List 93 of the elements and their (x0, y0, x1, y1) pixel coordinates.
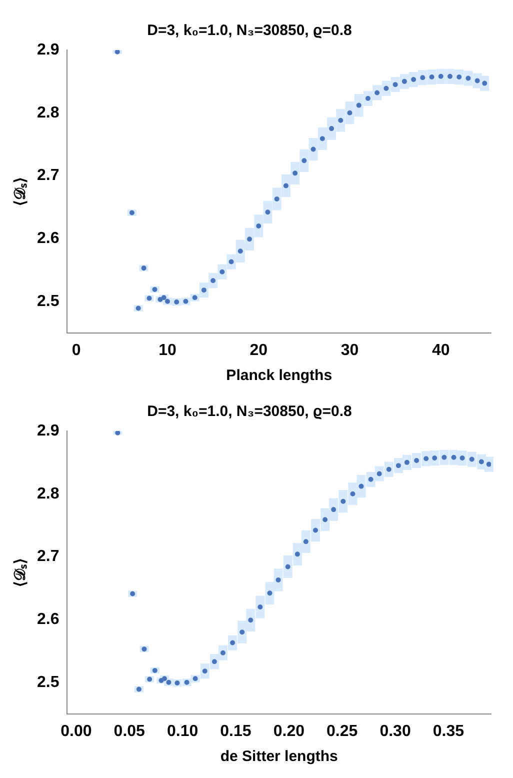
y-tick-label: 2.7 (36, 167, 60, 184)
x-tick-label: 30 (340, 342, 359, 359)
x-tick-label: 0 (72, 342, 81, 359)
x-tick-label: 0.00 (60, 722, 92, 740)
y-tick-label: 2.8 (36, 104, 60, 122)
point (258, 604, 263, 610)
point (230, 640, 236, 646)
point (420, 75, 426, 80)
chart-title: D=3, k₀=1.0, N₃=30850, ϱ=0.8 (147, 403, 352, 420)
point (331, 507, 336, 512)
point (376, 471, 382, 476)
point (368, 476, 374, 482)
point (350, 491, 356, 496)
point (322, 517, 328, 522)
chart-title: D=3, k₀=1.0, N₃=30850, ϱ=0.8 (147, 22, 352, 40)
x-tick-label: 0.20 (273, 722, 305, 740)
x-tick-label: 0.30 (380, 722, 411, 740)
x-tick-label: 20 (250, 342, 268, 359)
point (466, 76, 471, 81)
x-tick-label: 0.05 (114, 722, 146, 740)
point (414, 458, 420, 464)
x-axis-title: de Sitter lengths (220, 748, 338, 766)
point (424, 456, 429, 462)
point (228, 259, 234, 264)
y-tick-label: 2.9 (36, 41, 60, 58)
point (201, 288, 206, 293)
y-tick-label: 2.8 (36, 485, 60, 502)
y-tick-label: 2.6 (36, 610, 60, 628)
point (460, 456, 465, 461)
point (338, 118, 344, 123)
y-axis-title: ⟨𝒟ₛ⟩ (12, 558, 30, 587)
point (447, 74, 452, 79)
x-tick-label: 0.10 (166, 722, 198, 740)
y-tick-label: 2.9 (36, 422, 60, 440)
point (220, 269, 225, 274)
point (404, 460, 410, 465)
point (392, 82, 398, 88)
point (202, 668, 208, 674)
point (438, 74, 444, 79)
point (238, 248, 243, 254)
point (386, 466, 392, 472)
point (265, 210, 270, 215)
point (469, 456, 474, 462)
point (340, 498, 346, 504)
y-axis-title: ⟨𝒟ₛ⟩ (12, 176, 30, 206)
point (212, 659, 217, 664)
point (247, 236, 252, 242)
x-tick-label: 10 (158, 342, 176, 359)
point (396, 463, 401, 468)
point (274, 196, 280, 202)
point (256, 223, 262, 228)
point (358, 484, 364, 489)
point (320, 136, 325, 142)
point (482, 80, 488, 86)
point (329, 126, 334, 132)
point (356, 102, 362, 108)
point (303, 539, 308, 544)
point (451, 454, 456, 460)
point (267, 590, 272, 596)
point (402, 78, 407, 84)
point (240, 630, 245, 635)
x-tick-label: 0.25 (326, 722, 358, 740)
point (292, 170, 298, 176)
x-tick-label: 40 (432, 342, 450, 359)
y-tick-label: 2.5 (36, 674, 60, 691)
point (285, 564, 290, 570)
point (429, 74, 434, 80)
point (486, 462, 491, 467)
point (283, 183, 288, 188)
x-tick-label: 0.35 (432, 722, 464, 740)
point (310, 146, 316, 152)
x-tick-label: 0.15 (220, 722, 252, 740)
point (302, 158, 307, 164)
y-tick-label: 2.6 (36, 230, 60, 247)
x-axis-title: Planck lengths (226, 367, 332, 384)
point (294, 552, 300, 557)
point (474, 78, 480, 84)
point (347, 110, 352, 116)
y-tick-label: 2.7 (36, 548, 60, 566)
point (276, 577, 281, 582)
point (365, 96, 370, 101)
y-tick-label: 2.5 (36, 292, 60, 310)
point (374, 90, 380, 96)
point (442, 454, 447, 460)
point (478, 459, 484, 464)
point (210, 278, 216, 284)
point (313, 528, 318, 533)
point (220, 650, 226, 656)
point (248, 618, 254, 623)
point (456, 74, 462, 80)
point (432, 456, 438, 461)
point (384, 86, 389, 91)
point (411, 77, 416, 82)
